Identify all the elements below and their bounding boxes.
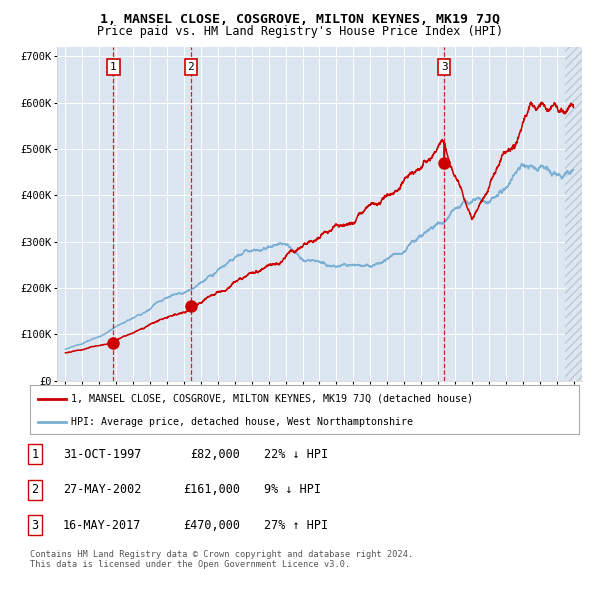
- Bar: [565, 47, 582, 381]
- Text: £161,000: £161,000: [183, 483, 240, 496]
- Text: 2: 2: [31, 483, 38, 496]
- Text: 1: 1: [31, 448, 38, 461]
- Text: 27% ↑ HPI: 27% ↑ HPI: [264, 519, 328, 532]
- Text: Contains HM Land Registry data © Crown copyright and database right 2024.
This d: Contains HM Land Registry data © Crown c…: [30, 550, 413, 569]
- Text: 27-MAY-2002: 27-MAY-2002: [63, 483, 142, 496]
- Text: 31-OCT-1997: 31-OCT-1997: [63, 448, 142, 461]
- Text: HPI: Average price, detached house, West Northamptonshire: HPI: Average price, detached house, West…: [71, 417, 413, 427]
- Text: £470,000: £470,000: [183, 519, 240, 532]
- Text: 16-MAY-2017: 16-MAY-2017: [63, 519, 142, 532]
- Text: 1, MANSEL CLOSE, COSGROVE, MILTON KEYNES, MK19 7JQ: 1, MANSEL CLOSE, COSGROVE, MILTON KEYNES…: [100, 13, 500, 26]
- Text: 3: 3: [31, 519, 38, 532]
- Text: 1, MANSEL CLOSE, COSGROVE, MILTON KEYNES, MK19 7JQ (detached house): 1, MANSEL CLOSE, COSGROVE, MILTON KEYNES…: [71, 394, 473, 404]
- Text: 1: 1: [110, 62, 117, 72]
- Text: £82,000: £82,000: [190, 448, 240, 461]
- Text: 2: 2: [188, 62, 194, 72]
- Text: 22% ↓ HPI: 22% ↓ HPI: [264, 448, 328, 461]
- Text: Price paid vs. HM Land Registry's House Price Index (HPI): Price paid vs. HM Land Registry's House …: [97, 25, 503, 38]
- Text: 9% ↓ HPI: 9% ↓ HPI: [264, 483, 321, 496]
- Text: 3: 3: [441, 62, 448, 72]
